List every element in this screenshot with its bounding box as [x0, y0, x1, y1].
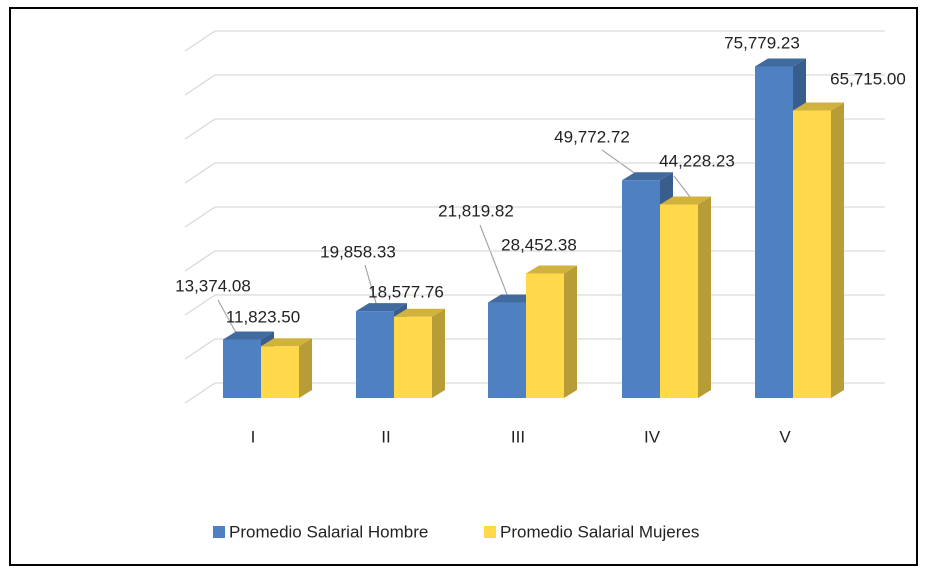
- grid-line: [184, 30, 885, 52]
- bar: [394, 308, 445, 398]
- bar-front: [526, 273, 564, 398]
- data-label: 65,715.00: [830, 69, 906, 88]
- data-label: 18,577.76: [368, 282, 444, 301]
- bar-front: [755, 66, 793, 398]
- leader-line: [479, 224, 511, 303]
- grid-line: [184, 162, 885, 184]
- bar-front: [622, 180, 660, 398]
- bar-front: [356, 311, 394, 398]
- data-label: 75,779.23: [724, 33, 800, 52]
- legend-item: Promedio Salarial Mujeres: [484, 522, 699, 541]
- legend-swatch: [213, 526, 225, 538]
- data-label: 49,772.72: [554, 127, 630, 146]
- legend-label: Promedio Salarial Mujeres: [500, 522, 699, 541]
- bar: [526, 265, 577, 398]
- bar-top: [356, 303, 407, 312]
- bar-front: [394, 316, 432, 398]
- legend-label: Promedio Salarial Hombre: [229, 522, 428, 541]
- leader-line: [364, 264, 379, 311]
- bar-top: [660, 196, 711, 205]
- data-label: 28,452.38: [501, 235, 577, 254]
- bar-top: [526, 265, 577, 274]
- bar-front: [793, 110, 831, 398]
- data-label: 44,228.23: [659, 151, 735, 170]
- legend-item: Promedio Salarial Hombre: [213, 522, 428, 541]
- data-label: 11,823.50: [226, 307, 300, 326]
- bar-front: [223, 339, 261, 398]
- grid-line: [184, 74, 885, 96]
- bar-side: [698, 196, 711, 398]
- bar-top: [261, 338, 312, 347]
- bar-top: [223, 331, 274, 340]
- bar-front: [261, 346, 299, 398]
- bar-side: [564, 265, 577, 398]
- x-tick-label: V: [779, 427, 791, 446]
- data-label: 19,858.33: [320, 242, 396, 261]
- bar-front: [488, 302, 526, 398]
- bar: [223, 331, 274, 398]
- bar: [660, 196, 711, 398]
- grid-line: [184, 118, 885, 140]
- x-tick-label: II: [381, 427, 390, 446]
- bar: [261, 338, 312, 398]
- bar: [793, 102, 844, 398]
- data-label: 21,819.82: [438, 201, 514, 220]
- bar-top: [755, 58, 806, 67]
- data-label: 13,374.08: [175, 276, 251, 295]
- legend-swatch: [484, 526, 496, 538]
- bar-side: [432, 308, 445, 398]
- bars: [223, 58, 844, 398]
- bar-top: [793, 102, 844, 111]
- bar-side: [831, 102, 844, 398]
- bar-top: [394, 308, 445, 317]
- x-tick-label: IV: [644, 427, 661, 446]
- leader-line: [673, 175, 691, 198]
- bar-top: [622, 172, 673, 181]
- x-tick-label: III: [511, 427, 525, 446]
- bar-front: [660, 204, 698, 398]
- bar-side: [299, 338, 312, 398]
- x-tick-label: I: [251, 427, 256, 446]
